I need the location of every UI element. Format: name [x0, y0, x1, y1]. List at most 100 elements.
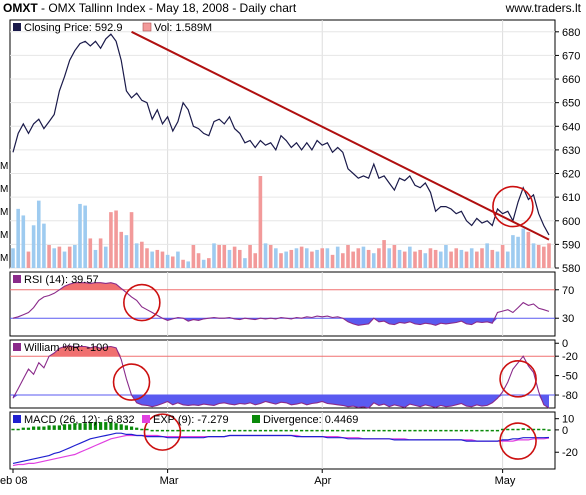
osc-tick-label: 30 [562, 313, 574, 325]
volume-bar [464, 251, 469, 268]
volume-bar [495, 251, 500, 268]
volume-bar [542, 246, 546, 268]
divergence-bar [418, 429, 422, 432]
volume-bar [521, 228, 526, 268]
divergence-bar [454, 429, 458, 432]
volume-bar [227, 249, 232, 268]
volume-bar [176, 251, 180, 268]
divergence-bar [109, 422, 113, 430]
price-tick-label: 590 [562, 239, 580, 251]
divergence-bar [351, 429, 355, 432]
volume-bar [155, 249, 160, 268]
volume-bar [42, 223, 46, 268]
volume-bar [140, 241, 144, 268]
price-tick-label: 640 [562, 121, 580, 133]
volume-bar [98, 238, 103, 268]
volume-bar [243, 258, 247, 268]
volume-bar [397, 249, 402, 268]
price-tick-label: 630 [562, 145, 580, 157]
divergence-bar [346, 429, 350, 432]
volume-axis-label: M [0, 161, 8, 172]
oscillator-line [12, 345, 550, 409]
volume-bar [36, 200, 41, 268]
divergence-bar [258, 429, 262, 432]
divergence-bar [129, 426, 134, 430]
divergence-bar [449, 429, 453, 432]
legend-price: Closing Price: 592.9 [24, 22, 122, 34]
volume-bar [438, 251, 443, 268]
legend-macd-2: Divergence: 0.4469 [263, 414, 358, 426]
title-text: - OMX Tallinn Index - May 18, 2008 - Dai… [37, 1, 297, 15]
volume-bar [26, 251, 31, 268]
divergence-bar [83, 423, 87, 430]
volume-bar [341, 253, 345, 268]
divergence-bar [104, 422, 108, 430]
divergence-bar [305, 429, 309, 432]
volume-bar [119, 231, 124, 268]
divergence-bar [279, 429, 283, 432]
divergence-bar [78, 423, 82, 430]
divergence-bar [464, 429, 469, 432]
divergence-bar [176, 429, 180, 432]
divergence-bar [222, 429, 226, 432]
oversold-fill [13, 395, 549, 408]
divergence-bar [37, 426, 41, 430]
price-tick-label: 650 [562, 98, 580, 110]
volume-bar [232, 246, 237, 268]
volume-bar [263, 243, 268, 268]
divergence-bar [531, 428, 536, 431]
divergence-bar [119, 424, 123, 430]
volume-bar [67, 246, 72, 268]
divergence-bar [495, 429, 500, 432]
divergence-bar [521, 428, 525, 430]
volume-bar [320, 248, 325, 268]
site-link[interactable]: www.traders.lt [505, 1, 581, 15]
divergence-bar [124, 425, 128, 430]
divergence-bar [428, 429, 433, 432]
divergence-bar [21, 427, 25, 430]
divergence-bar [403, 429, 407, 432]
trendline [131, 30, 550, 241]
macd-tick-label: 0 [562, 425, 568, 437]
volume-bar [516, 236, 520, 268]
volume-bar [310, 251, 314, 268]
divergence-bar [330, 429, 335, 432]
volume-bar [402, 251, 407, 268]
price-tick-label: 670 [562, 50, 580, 62]
divergence-bar [289, 429, 293, 432]
divergence-bar [377, 429, 381, 432]
legend-swatch-macd-2 [252, 415, 260, 423]
legend-swatch-macd-0 [13, 415, 21, 423]
volume-bar [196, 253, 201, 268]
volume-bar [526, 231, 531, 268]
divergence-bar [325, 429, 329, 432]
volume-bar [480, 248, 484, 268]
chart-header: OMXT - OMX Tallinn Index - May 18, 2008 … [0, 0, 586, 16]
price-tick-label: 600 [562, 216, 580, 228]
volume-bar [475, 251, 479, 268]
oscillator-line [12, 282, 550, 326]
annotation-circle [492, 185, 534, 228]
chart-title: OMXT - OMX Tallinn Index - May 18, 2008 … [3, 0, 296, 16]
volume-bar [150, 251, 154, 268]
divergence-bar [526, 428, 530, 431]
price-line [12, 33, 550, 236]
volume-bar [325, 248, 330, 268]
legend-swatch-macd-1 [142, 415, 150, 423]
volume-bar [449, 251, 453, 268]
divergence-bar [32, 426, 36, 430]
volume-bar [217, 245, 221, 268]
volume-bar [490, 249, 495, 268]
divergence-bar [196, 429, 201, 432]
divergence-bar [47, 425, 51, 430]
divergence-bar [310, 429, 314, 432]
divergence-bar [42, 426, 46, 430]
divergence-bar [547, 429, 551, 431]
volume-bar [279, 253, 283, 268]
volume-bar [459, 249, 464, 268]
volume-bar [330, 254, 335, 268]
price-tick-label: 620 [562, 169, 580, 181]
divergence-bar [253, 429, 257, 432]
divergence-bar [356, 429, 360, 432]
overbought-fill [13, 282, 549, 290]
